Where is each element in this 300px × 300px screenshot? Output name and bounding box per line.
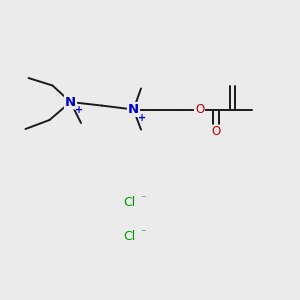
Text: N: N: [128, 103, 139, 116]
Text: Cl: Cl: [123, 230, 135, 244]
Text: N: N: [65, 95, 76, 109]
Text: +: +: [75, 105, 84, 116]
Text: ⁻: ⁻: [141, 228, 146, 239]
Text: O: O: [212, 125, 220, 139]
Text: +: +: [138, 113, 147, 123]
Text: O: O: [195, 103, 204, 116]
Text: ⁻: ⁻: [141, 194, 146, 204]
Text: Cl: Cl: [123, 196, 135, 209]
